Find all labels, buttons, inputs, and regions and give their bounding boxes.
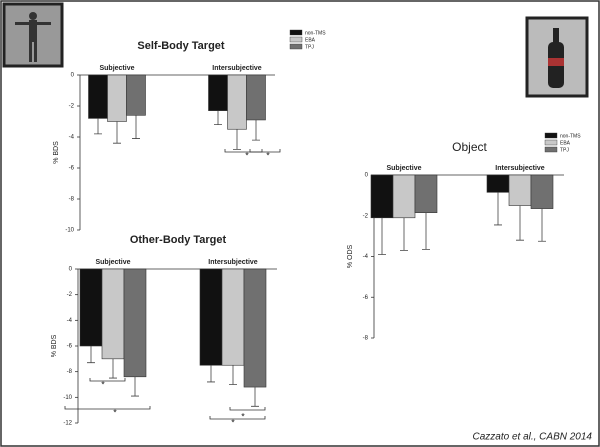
- bar: [243, 268, 267, 388]
- bar: [486, 174, 510, 193]
- category-label: Intersubjective: [208, 259, 258, 266]
- y-tick-label: -2: [363, 213, 369, 219]
- significance-star: *: [101, 379, 105, 389]
- error-bar: [214, 110, 222, 125]
- significance-bracket: [249, 149, 281, 153]
- y-tick-label: -8: [69, 197, 75, 203]
- y-tick-label: -6: [69, 166, 75, 172]
- bar: [227, 74, 247, 130]
- bar: [370, 174, 394, 219]
- category-label: Subjective: [95, 259, 130, 266]
- significance-bracket: [64, 406, 151, 410]
- y-tick-label: -6: [363, 295, 369, 301]
- legend-swatch: [289, 43, 303, 50]
- bottle-photo: [525, 16, 589, 98]
- bar: [414, 174, 438, 213]
- bar: [530, 174, 554, 209]
- legend-label: non-TMS: [560, 133, 581, 139]
- category-label: Subjective: [386, 165, 421, 172]
- y-tick-label: 0: [69, 267, 73, 273]
- y-tick-label: -4: [69, 135, 75, 141]
- bar: [123, 268, 147, 378]
- error-bar: [113, 121, 121, 144]
- y-tick-label: -6: [67, 344, 73, 350]
- category-label: Intersubjective: [212, 65, 262, 72]
- legend-swatch: [289, 29, 303, 36]
- y-tick-label: -12: [63, 421, 72, 427]
- legend-swatch: [289, 36, 303, 43]
- significance-bracket: [224, 149, 263, 153]
- legend-label: non-TMS: [305, 30, 326, 36]
- bar: [199, 268, 223, 366]
- error-bar: [516, 205, 524, 241]
- legend-label: TPJ: [305, 44, 314, 50]
- error-bar: [233, 129, 241, 150]
- legend-swatch: [544, 139, 558, 146]
- y-tick-label: -10: [63, 395, 72, 401]
- bar: [246, 74, 266, 121]
- error-bar: [131, 376, 139, 397]
- legend-swatch: [544, 132, 558, 139]
- significance-star: *: [231, 417, 235, 427]
- error-bar: [538, 208, 546, 242]
- error-bar: [109, 358, 117, 379]
- significance-bracket: [89, 378, 126, 382]
- error-bar: [251, 387, 259, 407]
- y-tick-label: -2: [69, 104, 75, 110]
- body-photo: [2, 2, 64, 68]
- bar: [392, 174, 416, 219]
- category-label: Intersubjective: [495, 165, 545, 172]
- bar: [79, 268, 103, 347]
- error-bar: [252, 119, 260, 141]
- chart-title: Other-Body Target: [130, 234, 227, 246]
- significance-bracket: [209, 416, 266, 420]
- y-tick-label: -4: [363, 254, 369, 260]
- significance-star: *: [266, 150, 270, 160]
- bar: [126, 74, 146, 116]
- bar: [88, 74, 108, 119]
- y-tick-label: 0: [71, 73, 75, 79]
- y-tick-label: 0: [365, 173, 369, 179]
- error-bar: [94, 118, 102, 135]
- y-axis-label: % BDS: [51, 334, 58, 357]
- y-tick-label: -2: [67, 292, 73, 298]
- y-tick-label: -8: [67, 369, 73, 375]
- error-bar: [87, 346, 95, 364]
- error-bar: [400, 217, 408, 251]
- error-bar: [494, 192, 502, 226]
- chart-title: Self-Body Target: [137, 40, 225, 52]
- error-bar: [378, 217, 386, 255]
- y-tick-label: -8: [363, 336, 369, 342]
- y-axis-label: % BDS: [53, 141, 60, 164]
- legend-swatch: [544, 146, 558, 153]
- significance-star: *: [241, 411, 245, 421]
- bar: [101, 268, 125, 360]
- legend-label: EBA: [560, 140, 571, 146]
- significance-star: *: [113, 407, 117, 417]
- y-tick-label: -4: [67, 318, 73, 324]
- bar: [107, 74, 127, 122]
- error-bar: [132, 115, 140, 139]
- significance-bracket: [229, 407, 266, 411]
- y-tick-label: -10: [65, 228, 74, 234]
- significance-star: *: [245, 150, 249, 160]
- error-bar: [229, 365, 237, 385]
- bar: [508, 174, 532, 206]
- bar: [221, 268, 245, 366]
- error-bar: [207, 365, 215, 383]
- error-bar: [422, 212, 430, 250]
- legend-label: TPJ: [560, 147, 569, 153]
- caption: Cazzato et al., CABN 2014: [472, 432, 592, 443]
- legend-label: EBA: [305, 37, 316, 43]
- chart-title: Object: [452, 140, 487, 154]
- category-label: Subjective: [99, 65, 134, 72]
- y-axis-label: % ODS: [347, 245, 354, 269]
- bar: [208, 74, 228, 111]
